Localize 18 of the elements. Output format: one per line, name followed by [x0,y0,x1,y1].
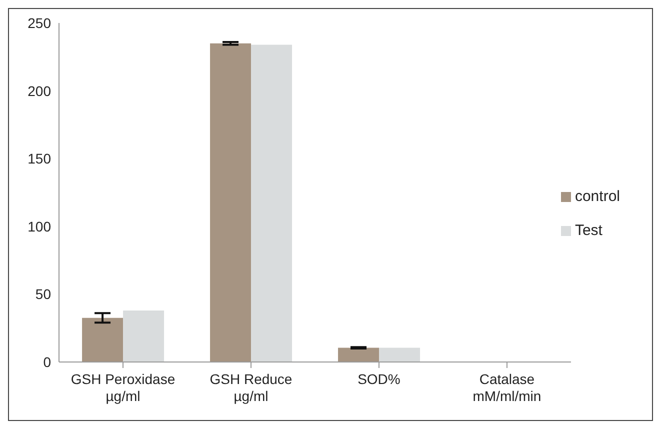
x-tick-label: GSH Peroxidase µg/ml [70,371,176,404]
bar [338,348,380,362]
bar [251,44,292,362]
x-tick-label: Catalase mM/ml/min [472,371,542,404]
y-tick-label: 100 [28,218,52,234]
bar [82,318,124,362]
x-tick-label: GSH Reduce µg/ml [210,371,292,404]
bar [210,43,252,362]
y-tick-label: 200 [28,82,52,99]
y-tick-label: 0 [43,354,52,370]
bar [379,348,420,362]
y-tick-label: 250 [28,14,52,31]
y-tick-label: 150 [28,150,52,167]
bar [123,310,164,362]
legend-label: Test [574,222,602,238]
legend-label: control [574,188,620,204]
y-tick-label: 50 [35,286,52,302]
x-tick-label: SOD% [358,371,400,387]
